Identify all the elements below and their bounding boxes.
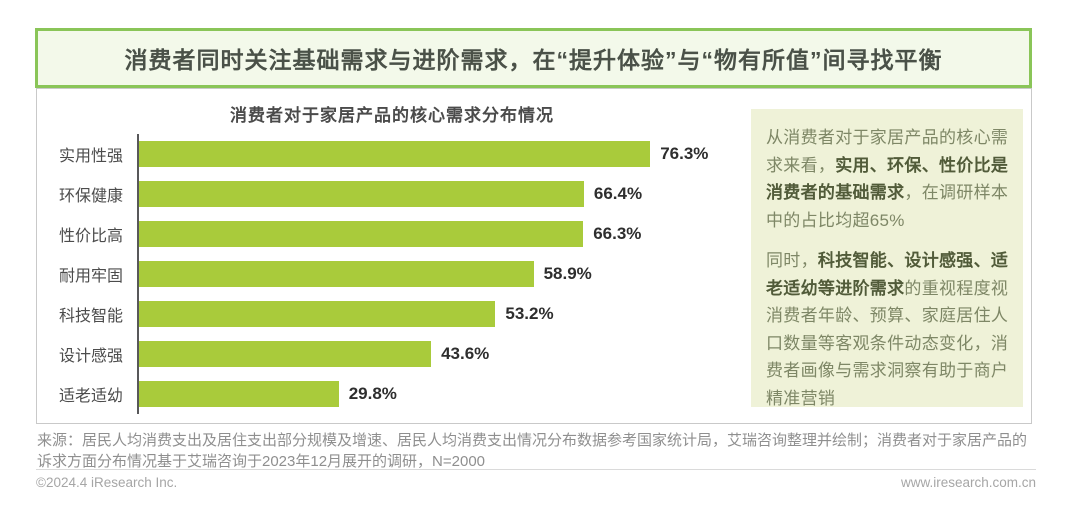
chart-row: 设计感强 43.6% [37, 334, 747, 374]
chart-title: 消费者对于家居产品的核心需求分布情况 [230, 106, 554, 125]
bar [139, 221, 584, 247]
category-label: 耐用牢固 [58, 268, 123, 285]
insight-paragraph-1: 从消费者对于家居产品的核心需求来看，实用、环保、性价比是消费者的基础需求，在调研… [766, 124, 1009, 234]
value-label: 29.8% [348, 384, 397, 403]
chart-row: 实用性强 76.3% [37, 134, 747, 174]
bar [139, 381, 339, 407]
bar-track: 66.3% [137, 214, 747, 254]
copyright-text: ©2024.4 iResearch Inc. [36, 475, 178, 490]
value-label: 66.4% [593, 184, 643, 203]
insight-paragraph-2: 同时，科技智能、设计感强、适老适幼等进阶需求的重视程度视消费者年龄、预算、家庭居… [766, 247, 1009, 412]
website-link[interactable]: www.iresearch.com.cn [900, 475, 1036, 490]
source-note: 来源：居民人均消费支出及居住支出部分规模及增速、居民人均消费支出情况分布数据参考… [37, 432, 1028, 471]
chart-row: 耐用牢固 58.9% [37, 254, 747, 294]
bar [139, 141, 651, 167]
category-label: 科技智能 [58, 308, 123, 325]
headline-text: 消费者同时关注基础需求与进阶需求，在“提升体验”与“物有所值”间寻找平衡 [124, 47, 943, 73]
content-frame: 消费者对于家居产品的核心需求分布情况 实用性强 76.3% 环保健康 66.4% 性价比… [36, 88, 1032, 424]
chart-rows: 实用性强 76.3% 环保健康 66.4% 性价比高 66.3% 耐用牢固 58.9% 科技智能… [37, 134, 747, 414]
category-label: 性价比高 [58, 228, 123, 245]
category-label: 实用性强 [58, 148, 123, 165]
chart-row: 性价比高 66.3% [37, 214, 747, 254]
bar-track: 53.2% [137, 294, 747, 334]
bar-track: 66.4% [137, 174, 747, 214]
insight-bold-text: 实用、环保、性价比是消费者的基础需求 [766, 155, 1009, 203]
footer-divider [36, 469, 1036, 470]
bar [139, 181, 584, 207]
value-label: 43.6% [441, 344, 490, 363]
value-label: 66.3% [593, 224, 642, 243]
insight-text: 同时， [766, 251, 818, 271]
category-label: 设计感强 [58, 348, 123, 365]
bar-track: 29.8% [137, 374, 747, 414]
bar-track: 58.9% [137, 254, 747, 294]
insight-bold-text: 科技智能、设计感强、适老适幼等进阶需求 [766, 251, 1009, 298]
insight-text: 从消费者对于家居产品的核心需求来看， [766, 128, 1009, 175]
insight-text: ，在调研样本中的占比均超65% [766, 183, 1009, 230]
insight-panel: 从消费者对于家居产品的核心需求来看，实用、环保、性价比是消费者的基础需求，在调研… [751, 109, 1023, 408]
category-label: 适老适幼 [58, 388, 123, 405]
footer-bar: ©2024.4 iResearch Inc. www.iresearch.com… [36, 475, 1036, 490]
headline-banner: 消费者同时关注基础需求与进阶需求，在“提升体验”与“物有所值”间寻找平衡 [35, 28, 1032, 88]
insight-text: 的重视程度视消费者年龄、预算、家庭居住人口数量等客观条件动态变化，消费者画像与需… [766, 278, 1009, 408]
chart-row: 适老适幼 29.8% [37, 374, 747, 414]
chart-row: 环保健康 66.4% [37, 174, 747, 214]
bar-track: 43.6% [137, 334, 747, 374]
value-label: 58.9% [543, 264, 592, 283]
bar [139, 301, 496, 327]
category-label: 环保健康 [58, 188, 123, 205]
bar [139, 261, 534, 287]
bar [139, 341, 432, 367]
value-label: 53.2% [505, 304, 554, 323]
value-label: 76.3% [660, 144, 709, 163]
chart-row: 科技智能 53.2% [37, 294, 747, 334]
bar-chart: 消费者对于家居产品的核心需求分布情况 实用性强 76.3% 环保健康 66.4% 性价比… [37, 89, 747, 421]
bar-track: 76.3% [137, 134, 747, 174]
